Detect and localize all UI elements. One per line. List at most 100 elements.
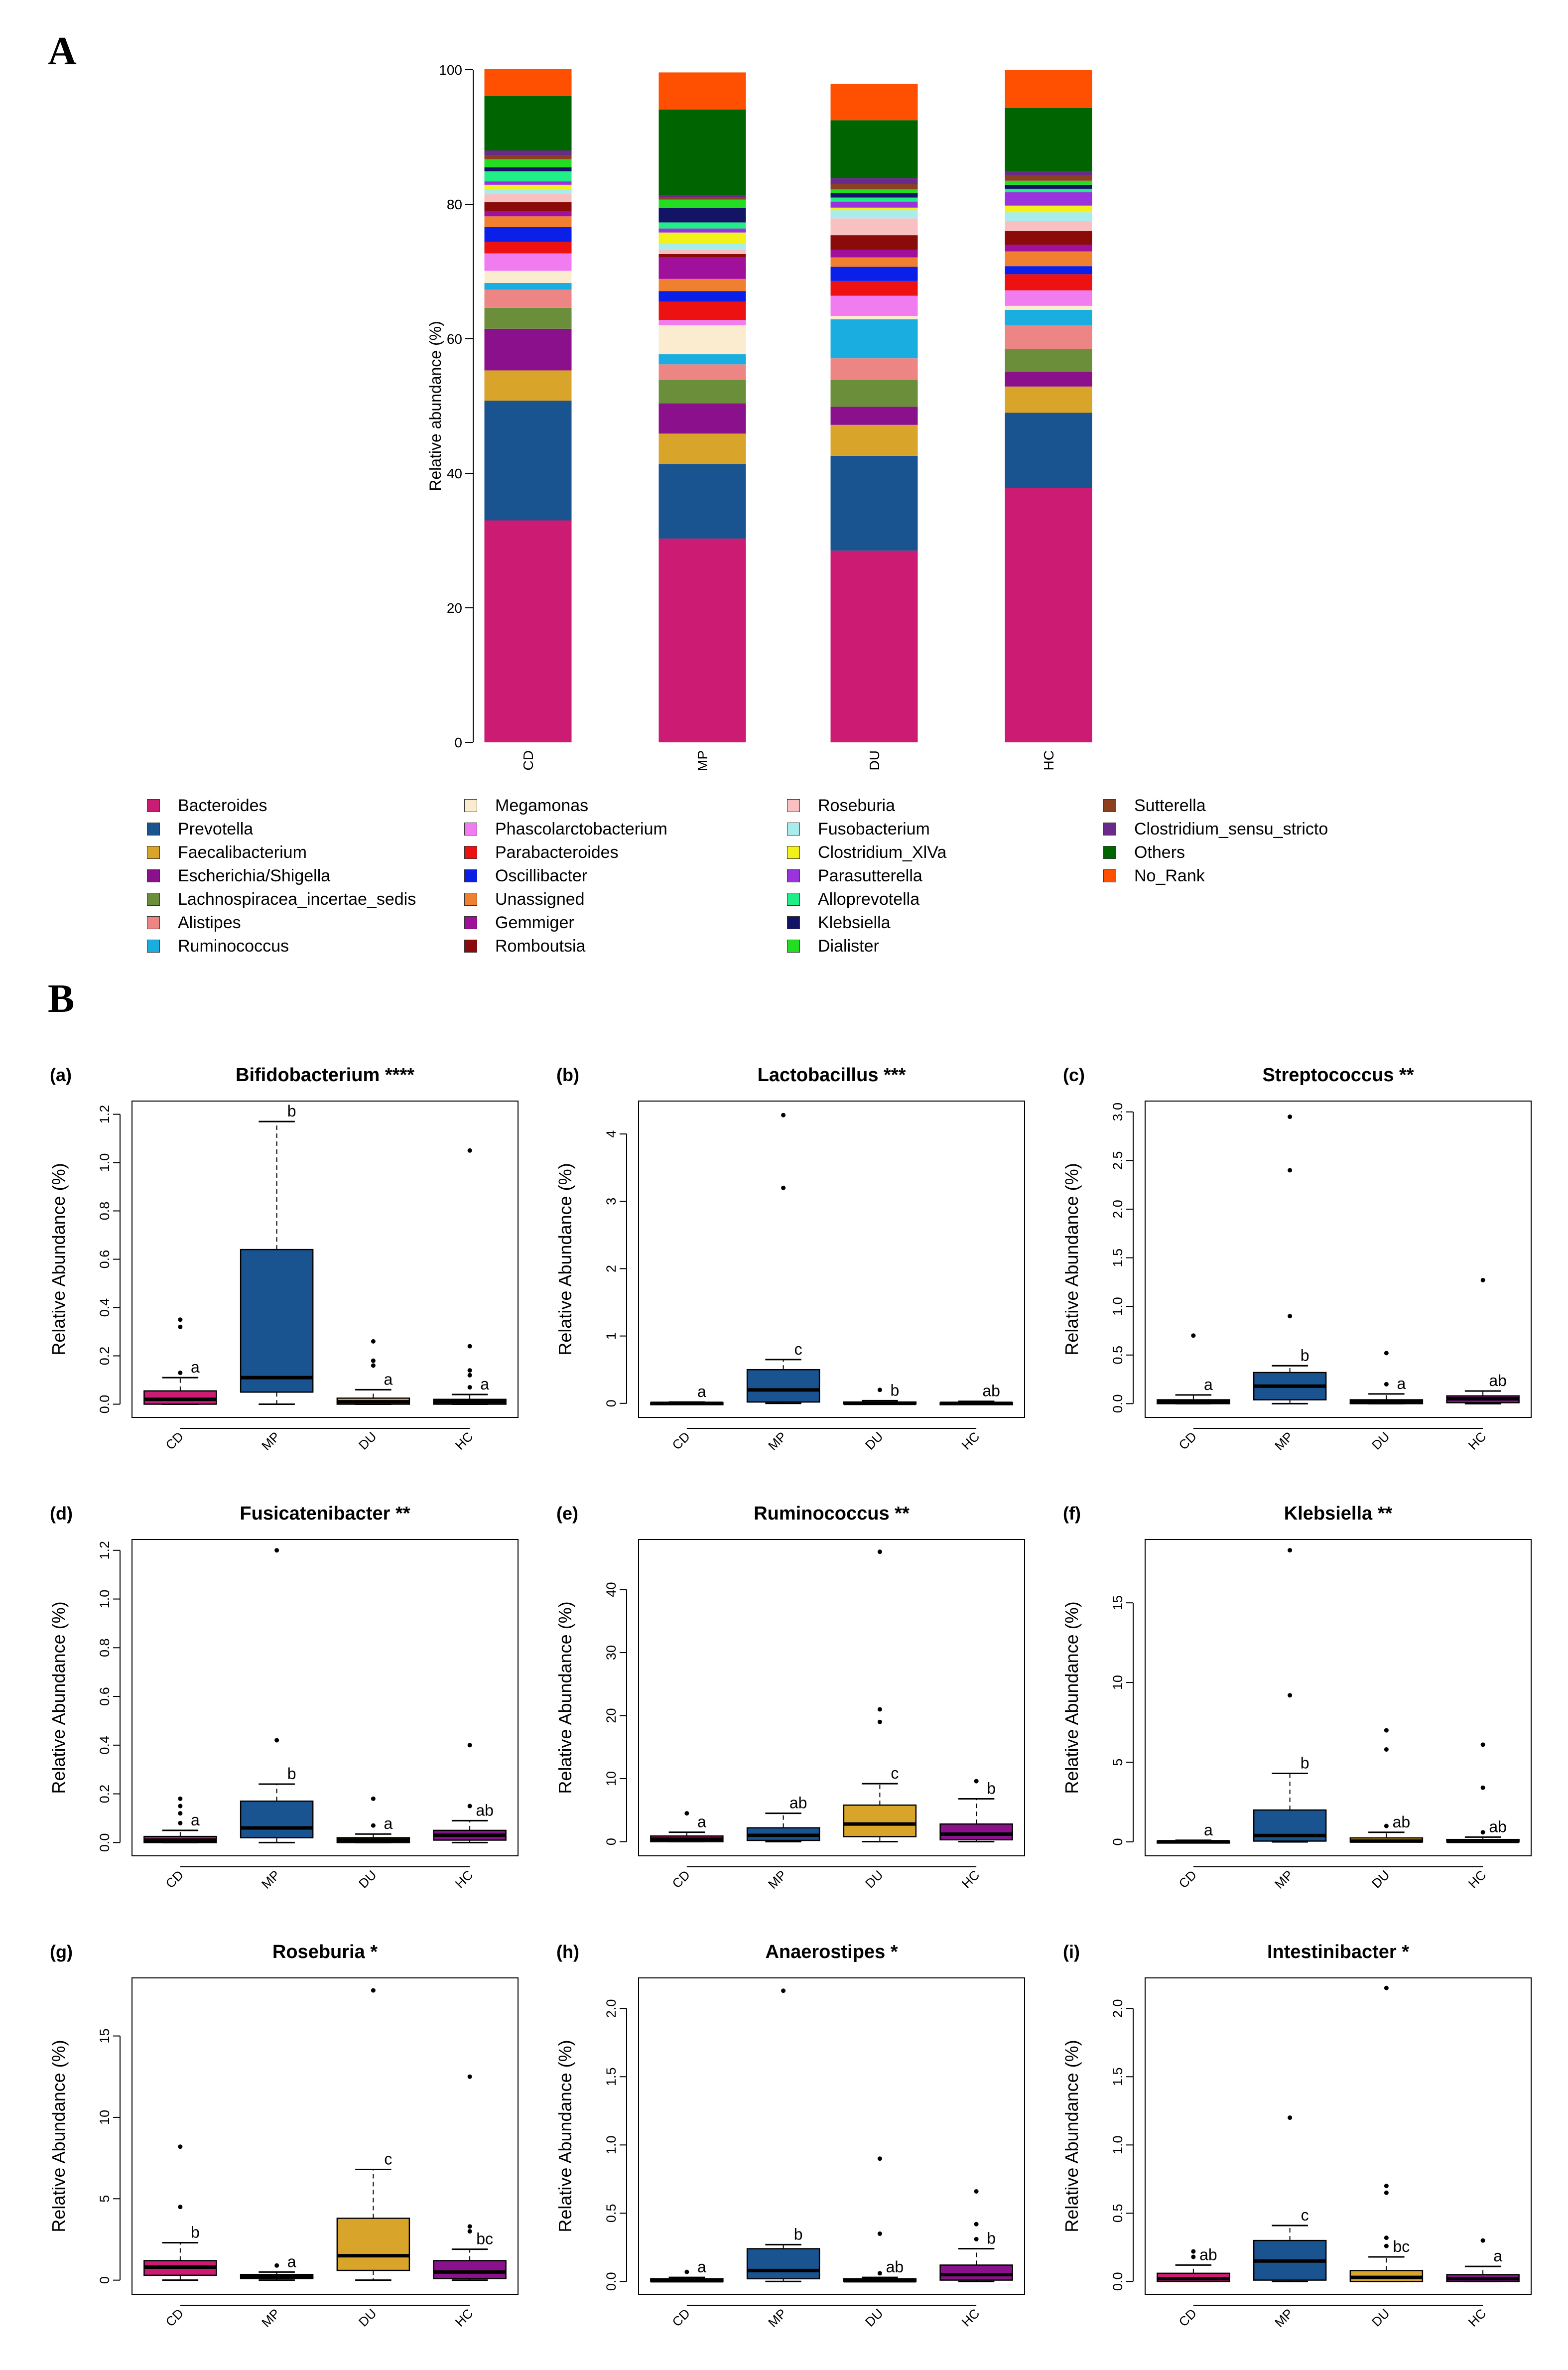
x-tick-label: DU xyxy=(862,1867,886,1891)
y-tick-label: 0 xyxy=(97,2276,112,2284)
bar-segment-alistipes xyxy=(1005,325,1092,349)
bar-segment-prevotella xyxy=(484,401,572,521)
bar-segment-fusobacterium xyxy=(484,188,572,194)
x-tick-label: HC xyxy=(1041,750,1056,770)
legend-item: Faecalibacterium xyxy=(147,841,307,863)
stacked-bar-chart: 0 20 40 60 80 100 Relative abundance (%) CD MP DU… xyxy=(426,62,1092,771)
y-tick-label: 0 xyxy=(604,1399,619,1407)
bar-segment-megamonas xyxy=(1005,305,1092,310)
significance-letter: a xyxy=(1204,1376,1213,1394)
significance-letter: b xyxy=(191,2224,200,2241)
box-body xyxy=(336,2218,410,2271)
bar-segment-no-rank xyxy=(830,84,918,121)
outlier-point xyxy=(781,1113,786,1117)
plot-frame xyxy=(1145,1101,1532,1418)
bar-segment-romboutsia xyxy=(658,254,746,258)
bar-segment-parabacteroides xyxy=(484,242,572,254)
bar-segment-gemmiger xyxy=(484,211,572,217)
y-tick-label: 1.2 xyxy=(97,1541,112,1560)
legend-item: Unassigned xyxy=(464,888,585,910)
bar-segment-no-rank xyxy=(1005,70,1092,108)
bar-segment-bacteroides xyxy=(830,551,918,742)
bar-segment-alloprevotella xyxy=(830,197,918,202)
outlier-point xyxy=(1384,2190,1389,2195)
legend-label: Others xyxy=(1134,842,1185,862)
plot-title: Intestinibacter * xyxy=(1267,1942,1409,1962)
bar-segment-parabacteroides xyxy=(1005,274,1092,290)
outlier-point xyxy=(1384,1382,1389,1387)
x-tick-label: HC xyxy=(1465,1867,1489,1891)
outlier-point xyxy=(467,1368,472,1373)
legend-swatch xyxy=(464,916,477,929)
bar-segment-others xyxy=(484,96,572,150)
bar-segment-faecalibacterium xyxy=(1005,386,1092,413)
plot-title: Ruminococcus ** xyxy=(754,1503,910,1524)
outlier-point xyxy=(1288,1693,1293,1698)
legend-item: Romboutsia xyxy=(464,935,585,957)
bar-segment-bacteroides xyxy=(484,520,572,742)
bar-segment-no-rank xyxy=(484,69,572,96)
significance-letter: a xyxy=(191,1358,200,1376)
bar-segment-bacteroides xyxy=(658,538,746,742)
outlier-point xyxy=(781,1988,786,1993)
x-tick-label: MP xyxy=(765,1867,789,1892)
outlier-point xyxy=(467,1804,472,1809)
significance-letter: b xyxy=(890,1381,899,1399)
legend-item: Alistipes xyxy=(147,912,241,934)
x-tick-label: HC xyxy=(1465,1429,1489,1453)
bar-segment-parasutterella xyxy=(1005,192,1092,206)
y-tick-label: 2.0 xyxy=(1110,1999,1125,2018)
outlier-point xyxy=(1384,1351,1389,1356)
bar-segment-unassigned xyxy=(484,216,572,227)
x-tick-label: DU xyxy=(356,2306,380,2330)
x-tick-label: MP xyxy=(765,1429,789,1453)
y-tick-label: 1.0 xyxy=(97,1590,112,1609)
y-tick-label: 1.0 xyxy=(97,1153,112,1172)
legend-item: Oscillibacter xyxy=(464,865,587,887)
outlier-point xyxy=(974,2189,979,2194)
bar-segment-dialister xyxy=(1005,180,1092,185)
outlier-point xyxy=(1384,2235,1389,2240)
boxplot-bifidobacterium: (a) Bifidobacterium **** 0.0 0.2 0.4 0.6 0.8 1.… xyxy=(48,1065,519,1453)
significance-letter: a xyxy=(1204,1821,1213,1839)
legend-swatch xyxy=(147,823,160,836)
legend-swatch xyxy=(147,940,160,953)
x-tick-label: MP xyxy=(1272,1867,1296,1892)
legend-item: Ruminococcus xyxy=(147,935,289,957)
outlier-point xyxy=(274,2263,279,2268)
bar-segment-phascolarctobacterium xyxy=(830,295,918,316)
significance-letter: c xyxy=(794,1340,802,1358)
x-tick-label: CD xyxy=(162,1867,186,1891)
bar-segment-faecalibacterium xyxy=(830,424,918,456)
outlier-point xyxy=(1191,2254,1196,2259)
y-tick-label: 1 xyxy=(604,1332,619,1340)
significance-letter: bc xyxy=(476,2230,493,2248)
y-tick-label: 0.0 xyxy=(1110,2272,1125,2291)
subpanel-label: (d) xyxy=(50,1503,73,1524)
bar-segment-sutterella xyxy=(658,197,746,200)
outlier-point xyxy=(371,1796,376,1801)
x-tick-label: CD xyxy=(1176,1867,1199,1891)
subpanel-label: (g) xyxy=(50,1942,73,1962)
y-tick-label: 0.0 xyxy=(97,1395,112,1414)
significance-letter: ab xyxy=(476,1801,494,1819)
outlier-point xyxy=(1191,1333,1196,1338)
bar-segment-gemmiger xyxy=(830,250,918,258)
outlier-point xyxy=(877,2156,882,2161)
legend-item: Dialister xyxy=(787,935,879,957)
bar-segment-lachnospiracea-incertae-sedis xyxy=(1005,349,1092,372)
plot-title: Anaerostipes * xyxy=(765,1942,898,1962)
boxplot-streptococcus: (c) Streptococcus ** 0.0 0.5 1.0 1.5 2.0 2.5 3.0… xyxy=(1061,1065,1532,1453)
plot-frame xyxy=(638,1539,1025,1856)
significance-letter: ab xyxy=(1199,2245,1217,2263)
x-tick-label: CD xyxy=(669,1867,693,1891)
plot-frame xyxy=(638,1977,1025,2295)
bar-segment-clostridium-xlva xyxy=(658,232,746,244)
y-tick-label: 80 xyxy=(447,197,462,212)
y-tick-label: 0.0 xyxy=(97,1833,112,1852)
y-tick-label: 100 xyxy=(439,62,462,78)
bar-segment-faecalibacterium xyxy=(484,370,572,401)
bar-segment-romboutsia xyxy=(484,202,572,211)
y-tick-label: 0 xyxy=(604,1838,619,1845)
y-tick-label: 0.8 xyxy=(97,1639,112,1658)
